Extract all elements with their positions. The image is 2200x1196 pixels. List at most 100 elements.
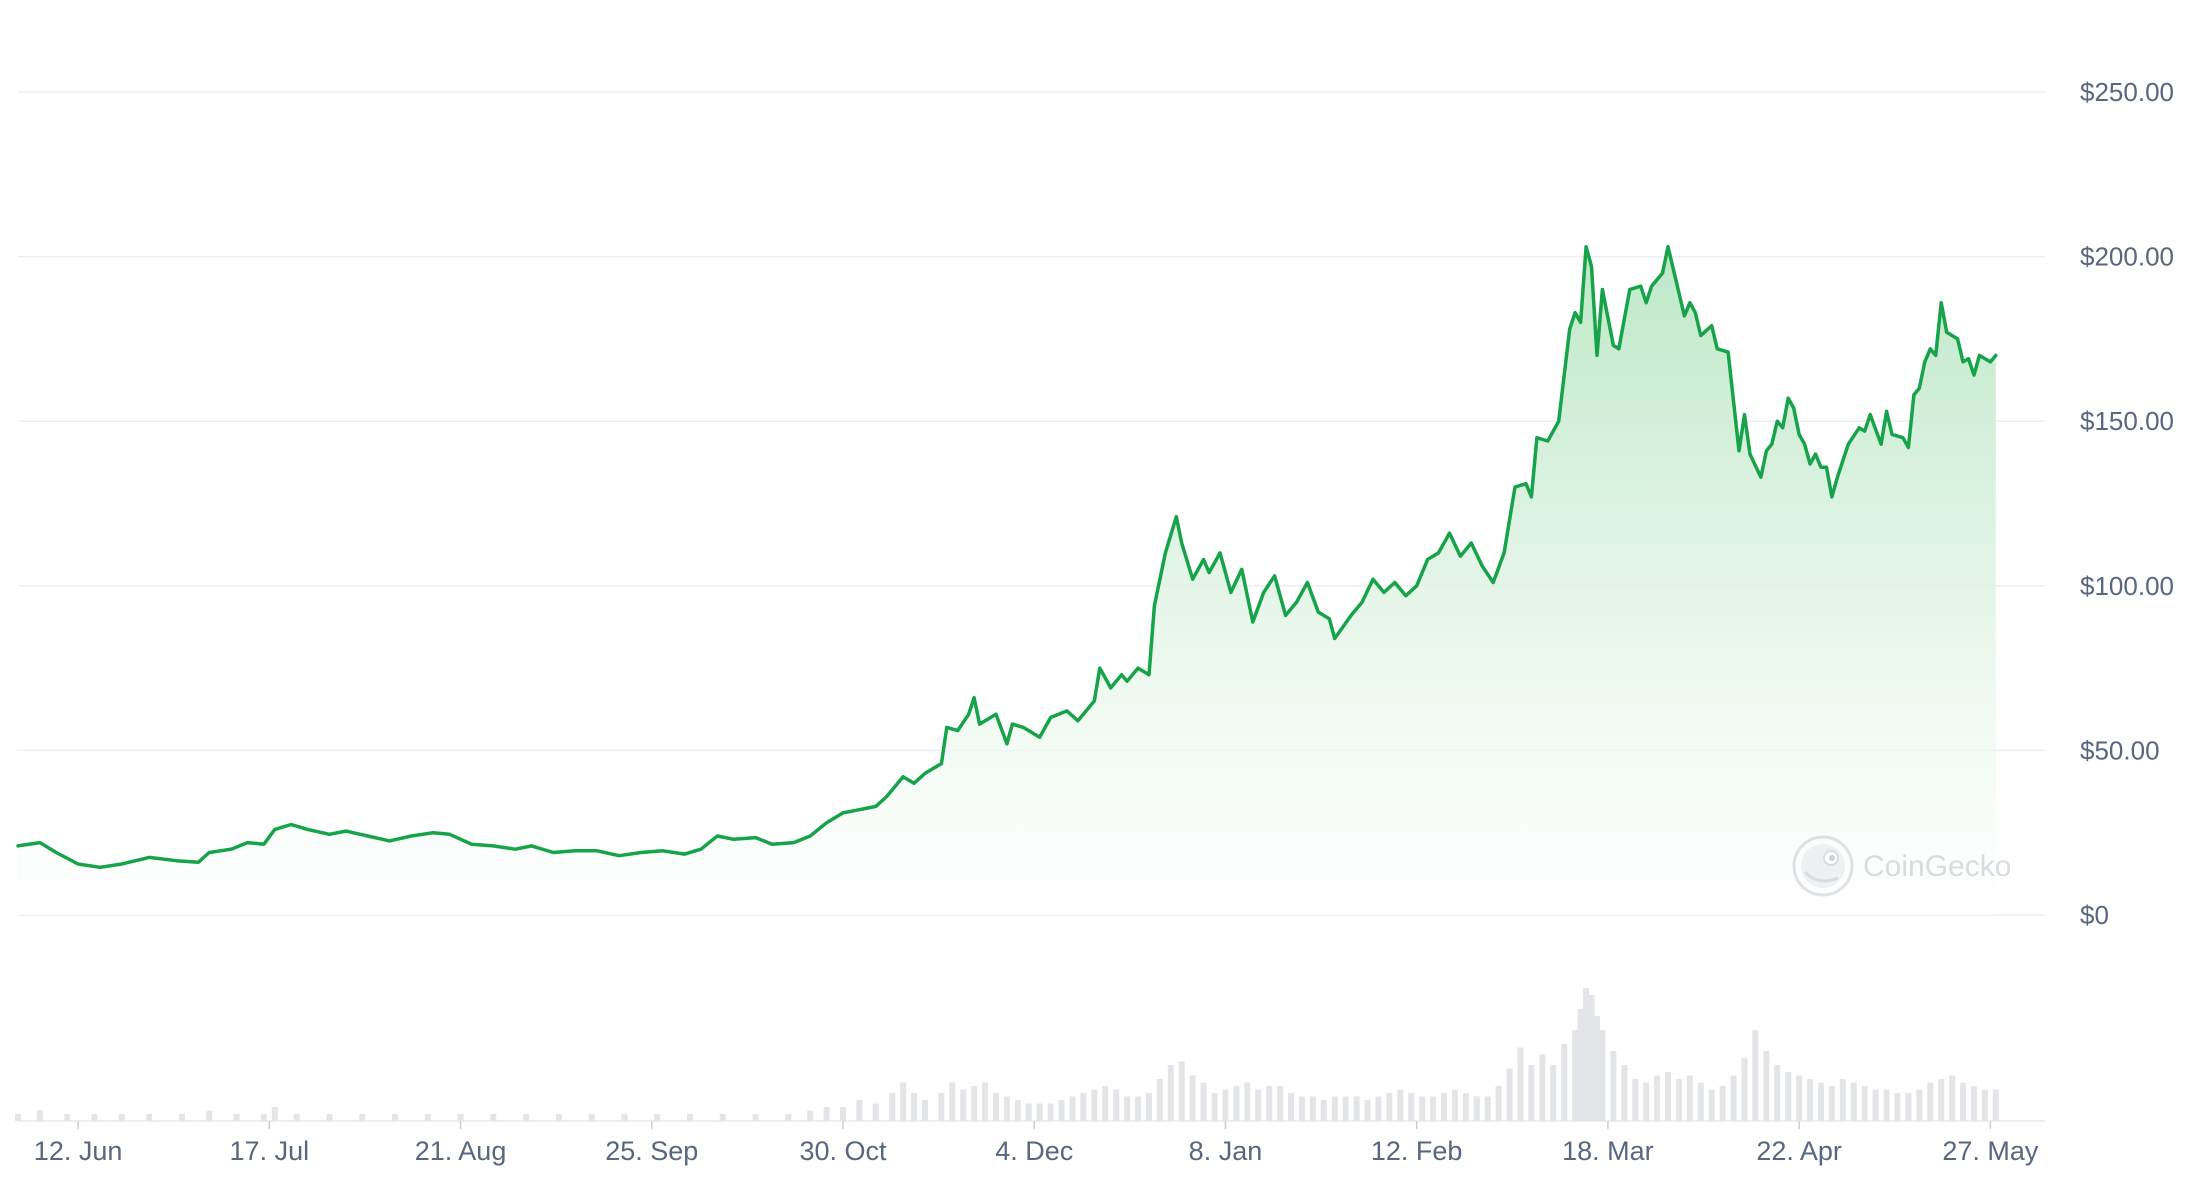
volume-bar — [118, 1114, 125, 1121]
volume-bar — [1572, 1030, 1579, 1121]
volume-bar — [64, 1114, 71, 1121]
volume-bar — [911, 1093, 918, 1121]
volume-bar — [1828, 1086, 1835, 1121]
y-tick-label: $0 — [2080, 900, 2109, 930]
volume-bar — [1981, 1089, 1988, 1121]
volume-bar — [206, 1110, 213, 1121]
volume-bar — [1905, 1093, 1912, 1121]
volume-bar — [1752, 1030, 1759, 1121]
y-tick-label: $250.00 — [2080, 77, 2174, 107]
volume-bar — [293, 1114, 300, 1121]
volume-bar — [807, 1110, 814, 1121]
volume-bar — [1189, 1075, 1196, 1121]
volume-bar — [1577, 1009, 1584, 1121]
volume-bar — [1397, 1089, 1404, 1121]
volume-bar — [424, 1114, 431, 1121]
volume-bar — [178, 1114, 185, 1121]
volume-bar — [1233, 1086, 1240, 1121]
volume-bar — [1850, 1082, 1857, 1121]
volume-bar — [1970, 1086, 1977, 1121]
x-tick-label: 17. Jul — [230, 1136, 310, 1166]
volume-bar — [1960, 1082, 1967, 1121]
volume-bar — [1342, 1096, 1349, 1121]
volume-bar — [1200, 1082, 1207, 1121]
volume-bar — [840, 1107, 847, 1121]
volume-bar — [1861, 1086, 1868, 1121]
volume-bar — [1610, 1051, 1617, 1121]
volume-bar — [1135, 1096, 1142, 1121]
volume-bar — [1244, 1082, 1251, 1121]
volume-bar — [1069, 1096, 1076, 1121]
volume-bar — [1763, 1051, 1770, 1121]
volume-bar — [1025, 1103, 1032, 1121]
volume-bar — [654, 1114, 661, 1121]
volume-bar — [1654, 1075, 1661, 1121]
x-tick-label: 30. Oct — [799, 1136, 887, 1166]
volume-bar — [1719, 1086, 1726, 1121]
volume-bar — [1817, 1082, 1824, 1121]
x-tick-label: 12. Feb — [1371, 1136, 1463, 1166]
volume-bar — [1320, 1100, 1327, 1121]
volume-bar — [971, 1086, 978, 1121]
volume-bar — [233, 1114, 240, 1121]
volume-bar — [490, 1114, 497, 1121]
volume-bar — [1938, 1079, 1945, 1121]
volume-bar — [1473, 1096, 1480, 1121]
volume-bar — [1550, 1065, 1557, 1121]
x-tick-label: 4. Dec — [995, 1136, 1073, 1166]
volume-bar — [1697, 1082, 1704, 1121]
volume-bar — [1992, 1089, 1999, 1121]
volume-bar — [1539, 1054, 1546, 1121]
volume-bar — [1528, 1065, 1535, 1121]
volume-bar — [1599, 1030, 1606, 1121]
volume-bar — [523, 1114, 530, 1121]
volume-bar — [1872, 1089, 1879, 1121]
volume-bar — [1145, 1093, 1152, 1121]
volume-bar — [1331, 1096, 1338, 1121]
price-area-fill — [18, 246, 1996, 915]
volume-bar — [1495, 1086, 1502, 1121]
volume-bar — [1156, 1079, 1163, 1121]
volume-bar — [1058, 1100, 1065, 1121]
volume-bar — [1298, 1096, 1305, 1121]
volume-bar — [1621, 1065, 1628, 1121]
volume-bar — [1807, 1079, 1814, 1121]
volume-bar — [1785, 1072, 1792, 1121]
volume-bar — [1451, 1089, 1458, 1121]
volume-bar — [91, 1114, 98, 1121]
volume-bar — [1708, 1089, 1715, 1121]
volume-bar — [1222, 1089, 1229, 1121]
x-tick-label: 22. Apr — [1756, 1136, 1842, 1166]
volume-bar — [1353, 1096, 1360, 1121]
volume-bar — [856, 1100, 863, 1121]
volume-bar — [872, 1103, 879, 1121]
volume-bar — [1266, 1086, 1273, 1121]
volume-bar — [1517, 1047, 1524, 1121]
volume-bar — [1309, 1096, 1316, 1121]
volume-bar — [1036, 1103, 1043, 1121]
volume-bar — [1632, 1079, 1639, 1121]
price-line — [16, 244, 1998, 870]
volume-bar — [1927, 1082, 1934, 1121]
volume-bar — [921, 1100, 928, 1121]
volume-bar — [1003, 1096, 1010, 1121]
volume-bar — [359, 1114, 366, 1121]
x-tick-label: 12. Jun — [34, 1136, 123, 1166]
volume-bar — [1506, 1068, 1513, 1121]
volume-bars — [15, 988, 2045, 1122]
volume-bar — [752, 1114, 759, 1121]
x-axis-ticks: 12. Jun 17. Jul 21. Aug 25. Sep 30. Oct 4. De… — [34, 1121, 2039, 1166]
y-tick-label: $150.00 — [2080, 406, 2174, 436]
x-tick-label: 21. Aug — [415, 1136, 507, 1166]
coingecko-gecko-icon — [1792, 835, 1854, 897]
volume-bar — [1091, 1089, 1098, 1121]
volume-bar — [1277, 1086, 1284, 1121]
volume-bar — [1583, 988, 1590, 1121]
volume-bar — [1255, 1089, 1262, 1121]
volume-bar — [687, 1114, 694, 1121]
volume-bar — [1686, 1075, 1693, 1121]
volume-bar — [1883, 1089, 1890, 1121]
volume-bar — [785, 1114, 792, 1121]
volume-bar — [1462, 1093, 1469, 1121]
